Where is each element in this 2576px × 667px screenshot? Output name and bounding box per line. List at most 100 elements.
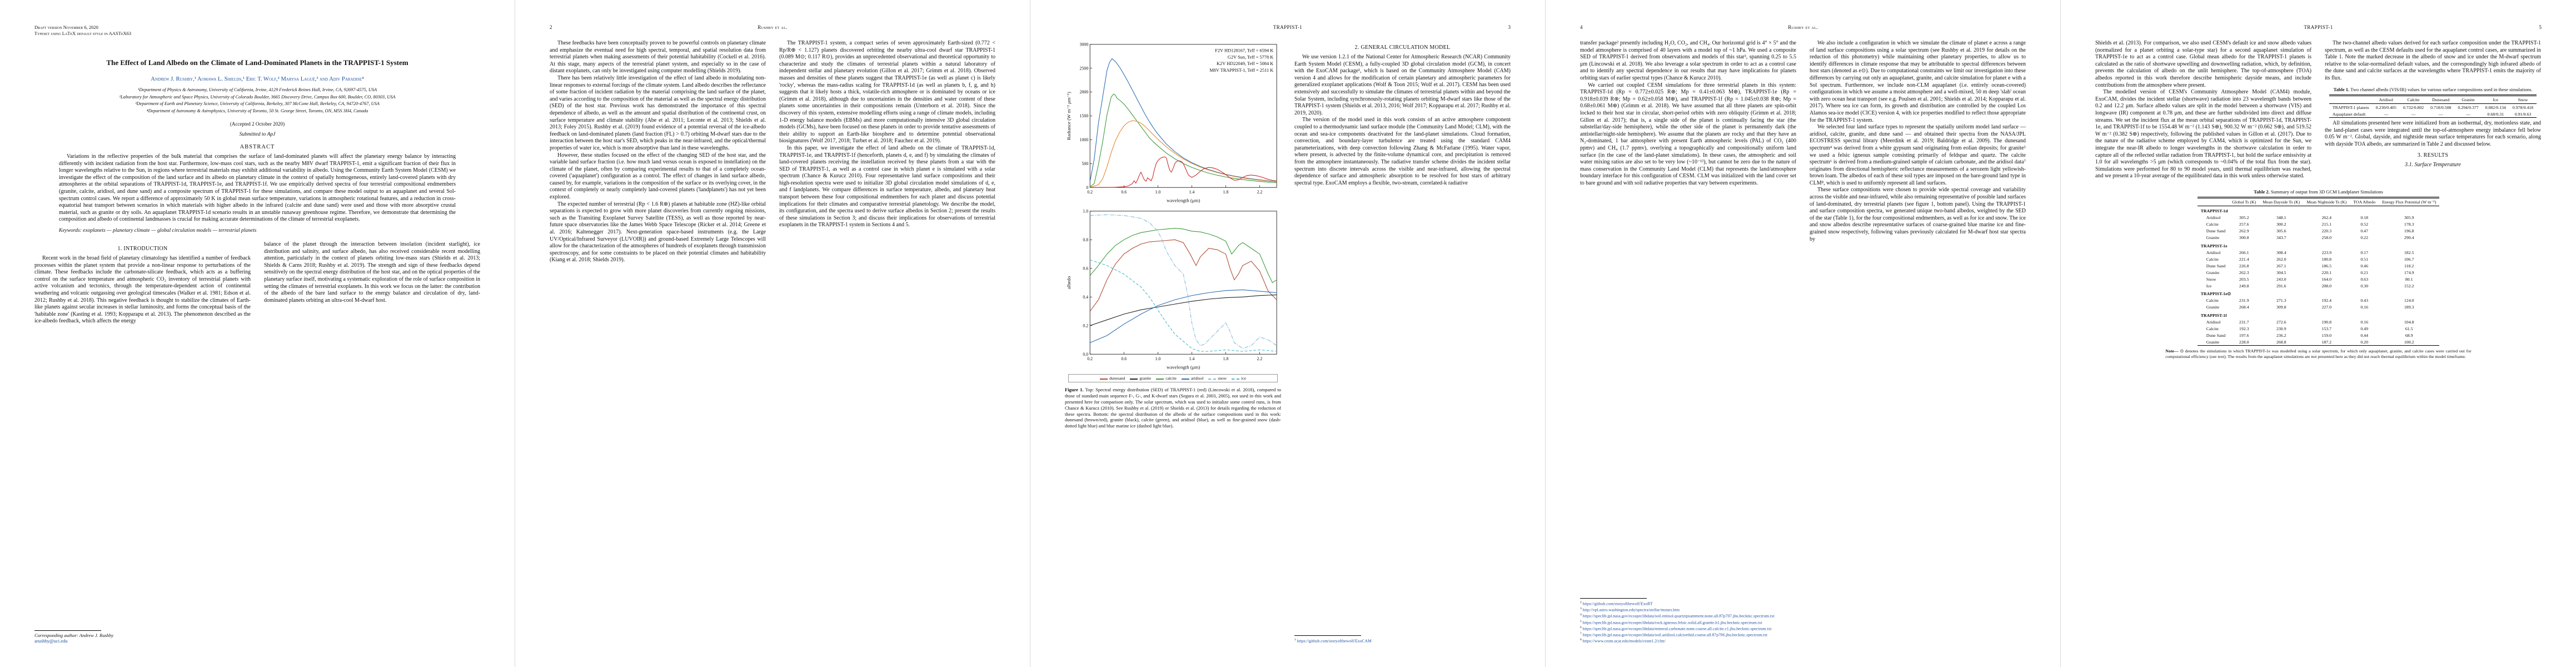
cell: 0.21: [2360, 270, 2368, 275]
cell: 0.16: [2360, 319, 2368, 325]
column-header: Aridisol: [2372, 94, 2400, 104]
footnote-link[interactable]: https://speclib.jpl.nasa.gov/ecospeclibd…: [1582, 632, 1768, 638]
cell: 272.6: [2276, 319, 2286, 325]
cell: 262.3: [2239, 270, 2249, 275]
legend-entry: G2V Sun, Teff = 5778 K: [1228, 54, 1273, 59]
table-caption-text: Two channel albedo (VIS/IR) values for v…: [2350, 86, 2533, 92]
author-list[interactable]: Andrew J. Rushby,¹ Aomawa L. Shields,¹ E…: [151, 76, 364, 82]
footnote-link[interactable]: https://speclib.jpl.nasa.gov/ecospeclibd…: [1582, 620, 1762, 625]
legend-entry: F2V HD128167, Teff = 6594 K: [1215, 48, 1273, 53]
cell: 243.0: [2276, 276, 2286, 282]
footnote: 8 https://www.cesm.ucar.edu/models/cesm1.…: [1580, 638, 1796, 644]
footnote-number: 6: [1580, 625, 1582, 629]
row-label: Ice: [2206, 283, 2212, 288]
cell: 152.2: [2404, 283, 2414, 288]
row-label: TRAPPIST-1 planets: [2332, 104, 2369, 110]
row-label: Calcite: [2206, 298, 2219, 303]
cell: 0.47: [2360, 228, 2368, 234]
cell: 100.2: [2379, 339, 2440, 346]
page-number: 4: [1580, 24, 1583, 30]
footnote-number: 7: [1580, 631, 1582, 635]
running-header: 2 Rushby et al.: [550, 24, 995, 30]
table-caption-text: Summary of output from 3D GCM Landplanet…: [2270, 188, 2383, 195]
footnote: 5 https://speclib.jpl.nasa.gov/ecospeclib…: [1580, 619, 1796, 625]
cell: 187.2: [2303, 339, 2350, 346]
page5-left-column: Shields et al. (2013). For comparison, w…: [2095, 40, 2311, 180]
footnote: 2 https://github.com/storyofthewolf/ExoRT: [1580, 600, 1796, 606]
table-row: Calcite 231.9 271.3 192.4 0.43 124.0: [2198, 297, 2440, 304]
footnote-number: 1: [1294, 638, 1296, 641]
cell: 0.91/0.63: [2509, 111, 2537, 118]
cell: 0.20: [2350, 339, 2379, 346]
paragraph: Recent work in the broad field of planet…: [34, 255, 251, 325]
column-header: Global Ts (K): [2229, 197, 2260, 207]
cell: 178.3: [2404, 222, 2414, 227]
paragraph: We use version 1.2.1 of the National Cen…: [1294, 54, 1511, 116]
running-title: Rushby et al.: [1788, 24, 1818, 30]
cell: 124.0: [2404, 298, 2414, 303]
table-row: Snow 203.5 243.0 164.0 0.63 80.1: [2198, 276, 2440, 282]
column-header: Granite: [2454, 94, 2482, 104]
x-tick-label: 1.4: [1189, 190, 1195, 195]
table-1: Table 1. Two channel albedo (VIS/IR) val…: [2325, 87, 2541, 118]
cell: 228.0: [2229, 339, 2260, 346]
series-f2v-hd128167: [1089, 58, 1277, 182]
legend-line-sample: [1130, 378, 1138, 380]
row-label: Granite: [2197, 339, 2229, 346]
footnote-rule: [1294, 635, 1361, 636]
legend-label: dunesand: [1109, 376, 1125, 381]
running-header: TRAPPIST-1 3: [1065, 24, 1511, 30]
table-row: Dune Sand 197.6 236.2 159.0 0.44 68.9: [2198, 332, 2440, 339]
legend-entry: M8V TRAPPIST-1, Teff = 2511 K: [1209, 68, 1273, 73]
page3-left-column: 0.2 0.6 1.0 1.4 1.8 2.2 0 500 1000 1500 2000 2500 30…: [1065, 40, 1281, 432]
section-3-heading: 3. RESULTS: [2417, 152, 2449, 159]
legend-line-sample: [1181, 378, 1189, 380]
footnote-link[interactable]: https://speclib.jpl.nasa.gov/ecospeclibd…: [1582, 613, 1775, 619]
footnote-link[interactable]: http://vpl.astro.washington.edu/spectra/…: [1582, 607, 1680, 613]
albedo-plot: 0.2 0.6 1.0 1.4 1.8 2.20.00.20.40.60.81.0wave…: [1066, 208, 1277, 370]
footnote-link[interactable]: https://github.com/storyofthewolf/ExoRT: [1582, 601, 1653, 606]
x-tick-label: 0.6: [1121, 190, 1127, 195]
figure-1: 0.2 0.6 1.0 1.4 1.8 2.2 0 500 1000 1500 2000 2500 30…: [1065, 40, 1281, 429]
y-axis-label: Radiance (W m⁻² μm⁻¹): [1066, 92, 1072, 140]
cell: 180.8: [2321, 256, 2332, 262]
draft-header: Draft version November 6, 2020 Typeset u…: [34, 24, 480, 37]
page-4: 4 Rushby et al. transfer package² presen…: [1546, 0, 2061, 667]
table-row: Dune Sand 226.8 267.1 186.5 0.46 118.2: [2198, 262, 2440, 269]
cell: 68.9: [2405, 332, 2413, 338]
legend-label: snow: [1218, 376, 1227, 381]
legend-line-sample: [1208, 378, 1217, 380]
page4-left-column: transfer package² presently including H₂…: [1580, 40, 1796, 187]
page-3: TRAPPIST-1 3 0.2 0.6 1.0 1.4 1.8 2.2 0 500 1000 1…: [1030, 0, 1546, 667]
table-row: Granite 300.8 343.7 258.0 0.22 290.4: [2198, 235, 2440, 241]
y-tick-label: 0.4: [1083, 295, 1088, 300]
footnotes: 1 https://github.com/storyofthewolf/ExoCA…: [1294, 635, 1511, 644]
paragraph: We carried out coupled CESM simulations …: [1580, 82, 1796, 186]
row-label: Aridisol: [2206, 319, 2221, 325]
row-label: Granite: [2206, 270, 2220, 275]
cell: 0.082/0.134: [2485, 104, 2506, 110]
footnote: 1 https://github.com/storyofthewolf/ExoCA…: [1294, 638, 1511, 644]
footnote: 7 https://speclib.jpl.nasa.gov/ecospeclib…: [1580, 631, 1796, 638]
x-tick-label: 0.2: [1087, 190, 1093, 195]
cell: —: [2427, 111, 2455, 118]
page2-left-column: These feedbacks have been conceptually p…: [550, 40, 766, 264]
albedo-chart-legend: dunesand granite calcite aridisol snow ice: [1068, 374, 1278, 383]
footnote-link[interactable]: https://speclib.jpl.nasa.gov/ecospeclibd…: [1582, 626, 1772, 631]
paragraph: All simulations presented here were init…: [2325, 120, 2541, 147]
footnote-link[interactable]: https://github.com/storyofthewolf/ExoCAM: [1297, 638, 1372, 644]
y-tick-label: 1000: [1080, 137, 1089, 142]
corresponding-author-email[interactable]: arushby@uci.edu: [34, 638, 68, 644]
table-2-note: Note— ⊙ denotes the simulations in which…: [2165, 349, 2471, 360]
legend-label: ice: [1241, 376, 1246, 381]
paragraph: The TRAPPIST-1 system, a compact series …: [779, 40, 995, 145]
column-header: Mean Dayside Ts (K): [2259, 197, 2304, 207]
cell: —: [2399, 111, 2428, 118]
group-header: TRAPPIST-1e⊙: [2200, 291, 2231, 297]
paragraph: The modelled version of CESM's Community…: [2095, 89, 2311, 180]
footnote: 4 https://speclib.jpl.nasa.gov/ecospeclib…: [1580, 613, 1796, 619]
footnote-link[interactable]: https://www.cesm.ucar.edu/models/cesm1.2…: [1582, 638, 1666, 644]
footnote: 3 http://vpl.astro.washington.edu/spectra…: [1580, 606, 1796, 613]
section-3-1-heading: 3.1. Surface Temperature: [2405, 162, 2461, 168]
